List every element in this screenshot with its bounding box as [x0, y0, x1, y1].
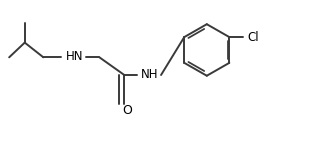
Text: O: O [122, 104, 132, 117]
Text: Cl: Cl [247, 31, 259, 44]
Text: NH: NH [140, 68, 158, 81]
Text: HN: HN [66, 50, 83, 63]
